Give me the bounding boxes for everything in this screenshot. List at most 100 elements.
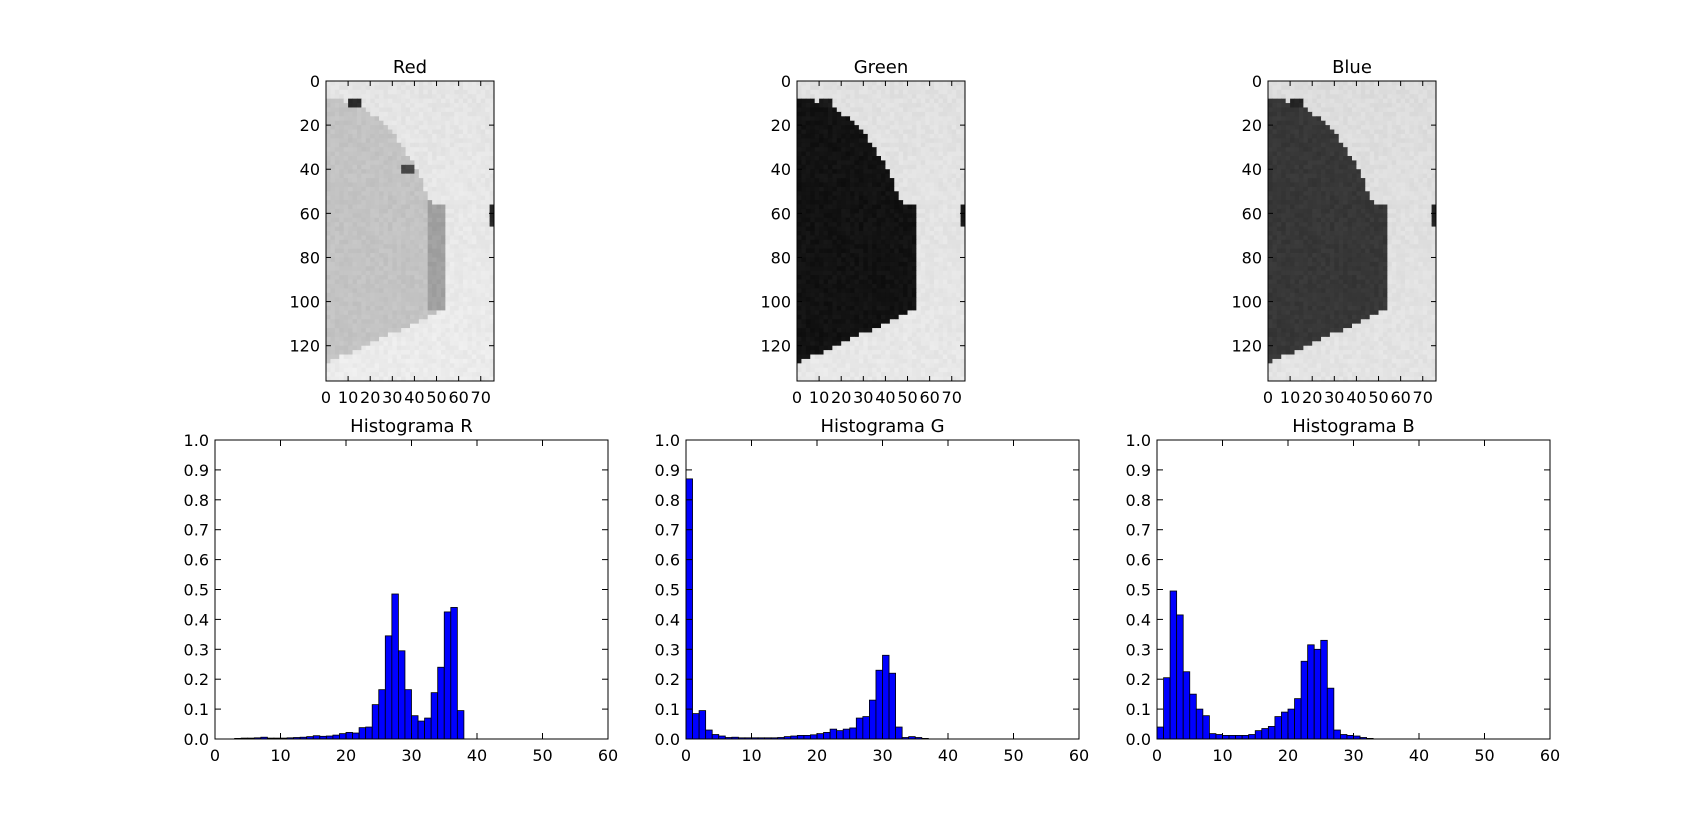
image-pixel	[471, 275, 477, 280]
image-pixel	[801, 235, 807, 241]
image-pixel	[841, 208, 847, 214]
image-pixel	[854, 200, 860, 205]
image-pixel	[881, 257, 886, 263]
image-pixel	[334, 358, 340, 364]
image-pixel	[823, 85, 829, 91]
image-pixel	[418, 257, 424, 263]
image-pixel	[387, 222, 393, 227]
image-pixel	[934, 235, 939, 241]
image-pixel	[942, 257, 948, 263]
image-pixel	[934, 164, 939, 170]
image-pixel	[801, 217, 807, 223]
image-pixel	[814, 125, 820, 130]
image-pixel	[881, 350, 886, 355]
image-pixel	[387, 261, 393, 267]
image-pixel	[951, 345, 957, 351]
image-pixel	[471, 160, 477, 166]
image-pixel	[414, 147, 420, 152]
image-pixel	[370, 270, 376, 276]
image-pixel	[383, 125, 389, 130]
image-pixel	[374, 363, 380, 369]
image-pixel	[819, 248, 824, 254]
image-pixel	[885, 85, 891, 91]
image-pixel	[489, 235, 495, 241]
image-pixel	[418, 173, 424, 179]
image-pixel	[467, 98, 473, 104]
image-pixel	[845, 81, 851, 86]
image-pixel	[841, 98, 847, 104]
image-pixel	[476, 283, 482, 289]
image-pixel	[480, 239, 486, 245]
image-pixel	[440, 261, 446, 267]
image-pixel	[485, 107, 490, 113]
image-pixel	[881, 336, 886, 342]
image-pixel	[885, 244, 891, 250]
image-pixel	[832, 81, 838, 86]
image-pixel	[934, 120, 939, 126]
image-pixel	[414, 164, 420, 170]
image-pixel	[854, 301, 860, 307]
image-pixel	[951, 279, 957, 285]
image-pixel	[911, 257, 917, 263]
image-pixel	[819, 186, 824, 192]
image-pixel	[423, 372, 429, 377]
image-pixel	[379, 169, 384, 175]
image-pixel	[841, 222, 847, 227]
image-pixel	[467, 89, 473, 95]
image-pixel	[903, 279, 908, 285]
image-pixel	[942, 111, 948, 117]
image-pixel	[330, 323, 336, 329]
image-pixel	[942, 288, 948, 294]
image-pixel	[805, 314, 811, 320]
image-pixel	[467, 372, 473, 377]
image-pixel	[876, 350, 882, 355]
image-pixel	[392, 182, 398, 188]
image-pixel	[449, 94, 455, 100]
image-pixel	[907, 81, 913, 86]
image-pixel	[418, 319, 424, 325]
image-pixel	[805, 208, 811, 214]
image-pixel	[907, 208, 913, 214]
image-pixel	[471, 345, 477, 351]
image-pixel	[361, 147, 367, 152]
image-pixel	[449, 257, 455, 263]
image-pixel	[485, 314, 490, 320]
image-pixel	[334, 310, 340, 316]
image-pixel	[370, 244, 376, 250]
image-pixel	[330, 213, 336, 219]
image-pixel	[951, 248, 957, 254]
image-pixel	[797, 103, 802, 108]
image-pixel	[867, 350, 873, 355]
image-pixel	[383, 350, 389, 355]
image-pixel	[440, 248, 446, 254]
image-pixel	[863, 314, 869, 320]
image-pixel	[396, 98, 402, 104]
image-pixel	[352, 239, 358, 245]
image-pixel	[418, 376, 424, 382]
image-pixel	[827, 226, 833, 232]
image-pixel	[414, 297, 420, 302]
image-pixel	[383, 367, 389, 373]
image-pixel	[361, 160, 367, 166]
image-pixel	[898, 235, 904, 241]
image-pixel	[894, 275, 900, 280]
image-pixel	[947, 319, 953, 325]
image-pixel	[361, 328, 367, 333]
image-pixel	[898, 270, 904, 276]
image-pixel	[819, 164, 824, 170]
image-pixel	[440, 372, 446, 377]
image-pixel	[889, 120, 895, 126]
image-pixel	[907, 107, 913, 113]
image-pixel	[445, 306, 451, 311]
image-pixel	[911, 226, 917, 232]
image-pixel	[489, 239, 495, 245]
image-pixel	[352, 120, 358, 126]
image-pixel	[436, 156, 442, 161]
image-pixel	[489, 306, 495, 311]
image-pixel	[410, 372, 415, 377]
image-pixel	[356, 261, 362, 267]
image-pixel	[343, 186, 349, 192]
image-pixel	[814, 288, 820, 294]
image-pixel	[463, 266, 468, 272]
image-pixel	[401, 310, 406, 316]
